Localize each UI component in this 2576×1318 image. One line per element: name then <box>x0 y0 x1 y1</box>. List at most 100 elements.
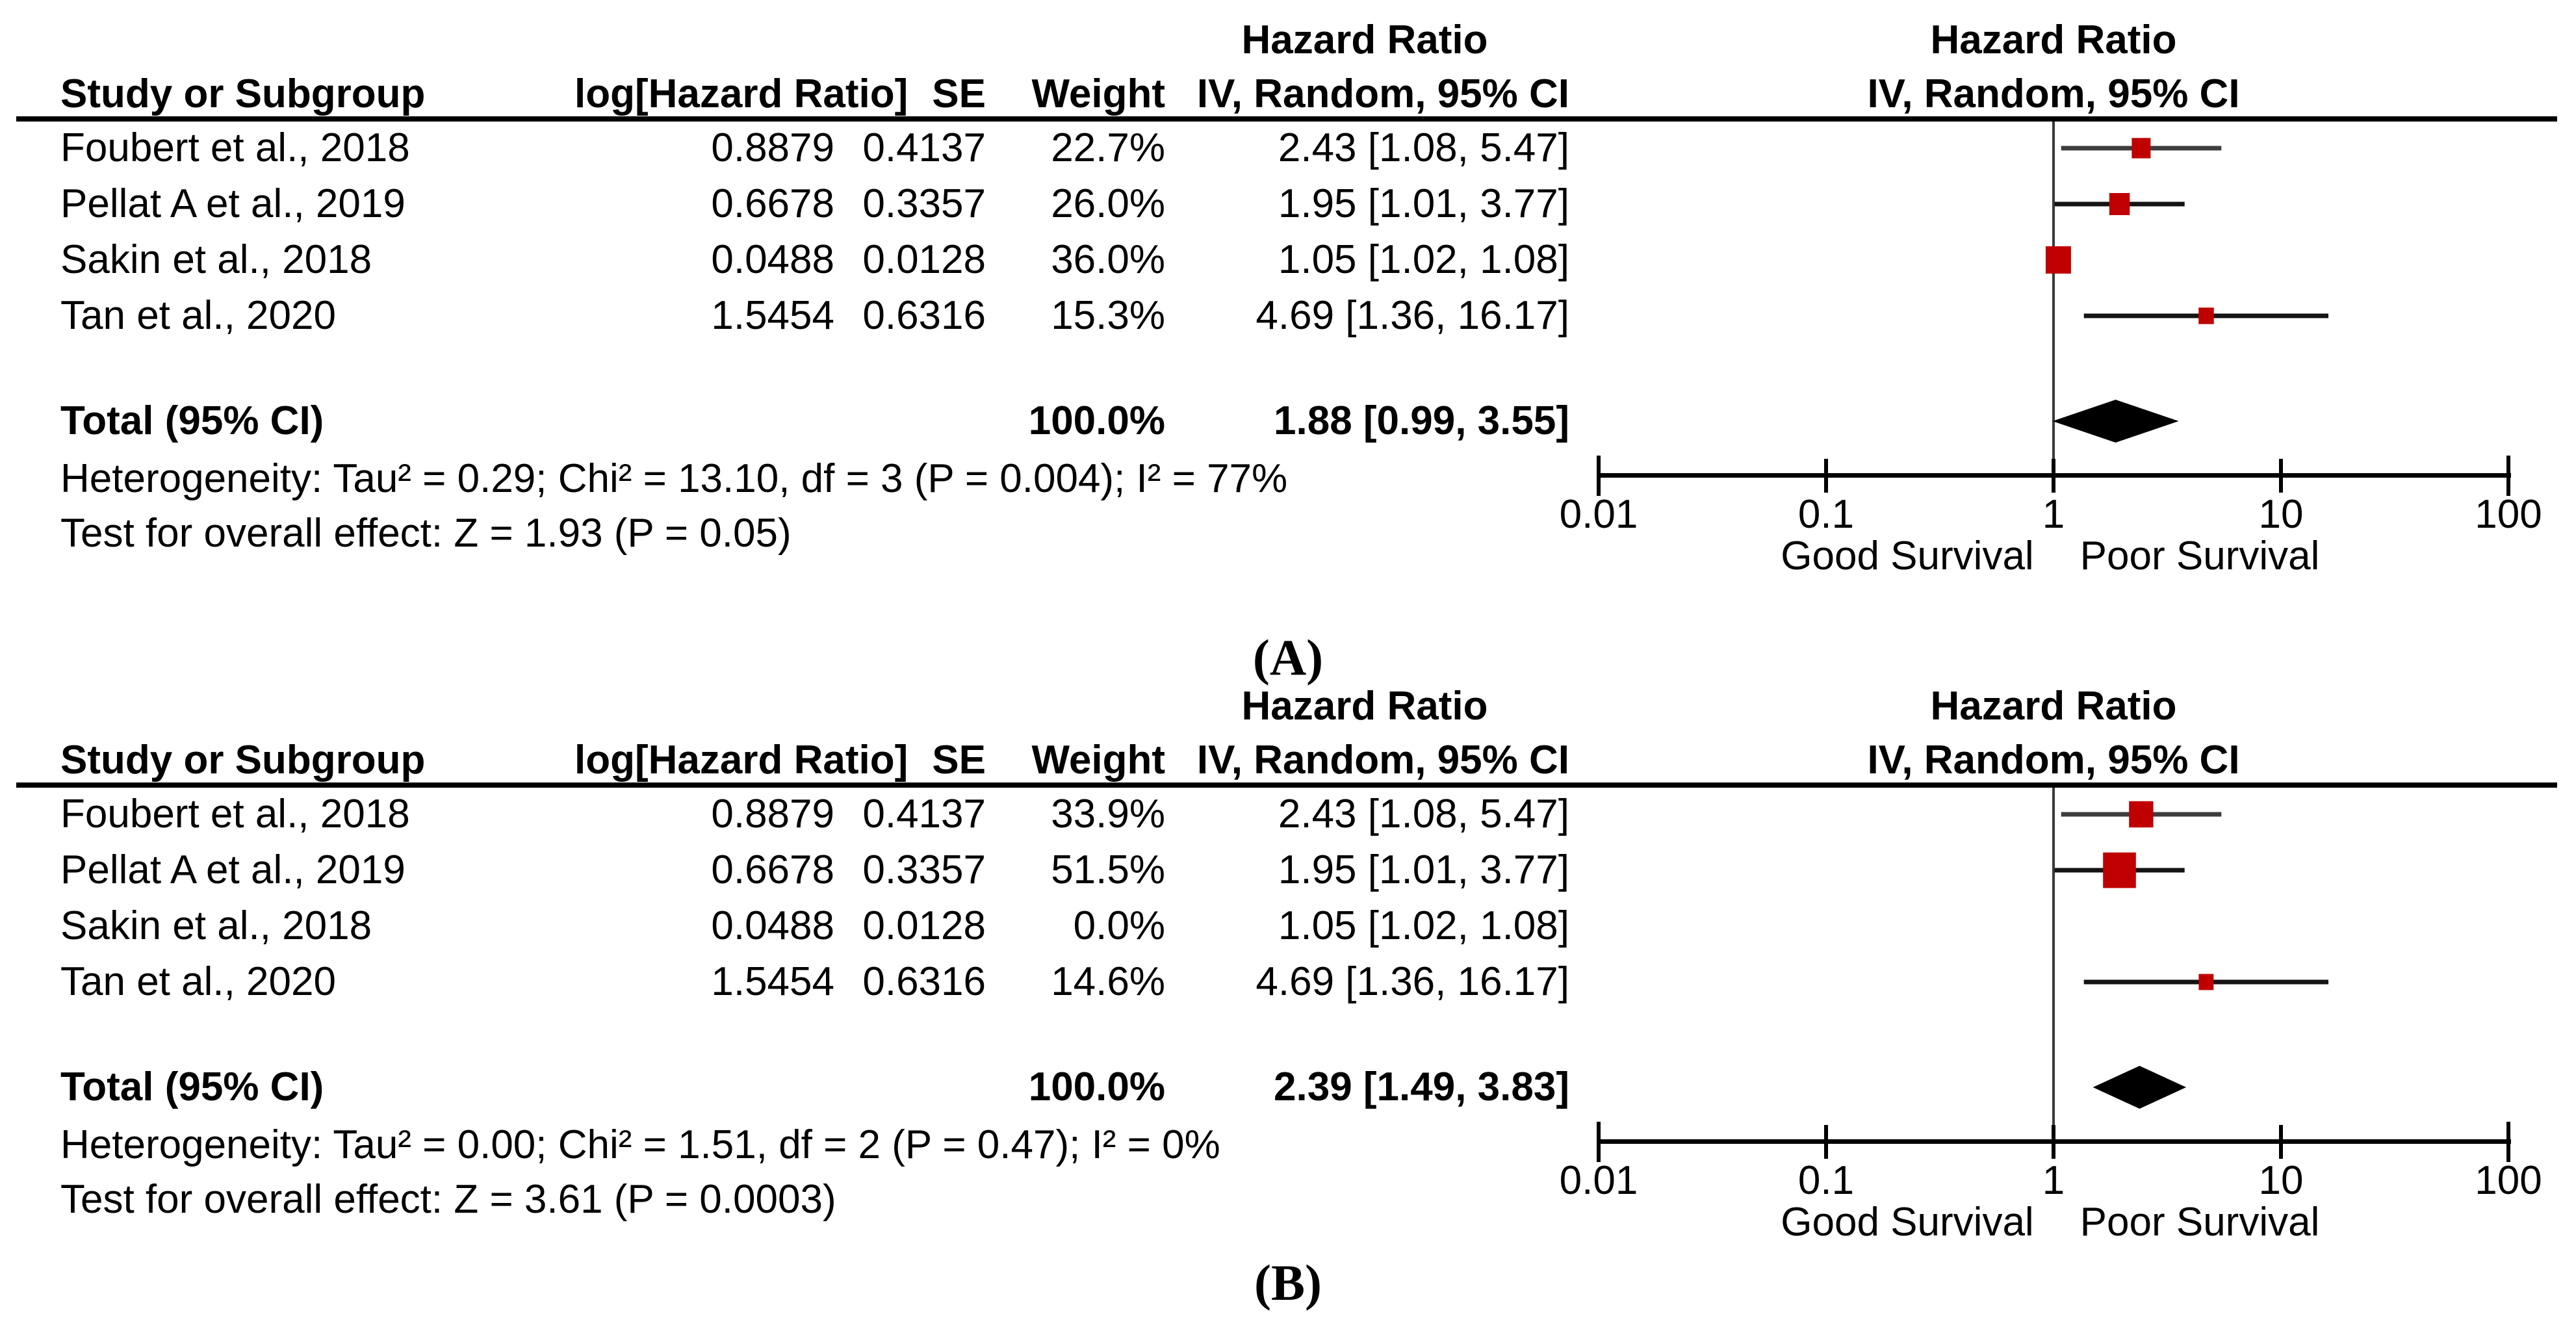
log-hr-column-header: log[Hazard Ratio] <box>574 71 908 116</box>
study-point-marker <box>2129 801 2154 828</box>
hr-ci-text: 1.95 [1.01, 3.77] <box>1278 181 1569 226</box>
weight-value: 36.0% <box>1051 237 1165 282</box>
study-point-marker <box>2198 974 2214 990</box>
log-hr-column-header: log[Hazard Ratio] <box>574 738 908 782</box>
weight-value: 15.3% <box>1051 293 1165 338</box>
axis-tick <box>2279 1125 2283 1159</box>
poor-survival-label: Poor Survival <box>2080 534 2320 578</box>
study-point-marker <box>2103 852 2136 888</box>
total-hr-ci: 2.39 [1.49, 3.83] <box>1274 1065 1569 1109</box>
weight-value: 26.0% <box>1051 181 1165 226</box>
weight-column-header: Weight <box>1031 738 1166 782</box>
log-hr-value: 0.0488 <box>711 903 834 948</box>
study-point-marker <box>2198 307 2214 324</box>
log-hr-value: 0.6678 <box>711 181 834 226</box>
weight-value: 22.7% <box>1051 125 1165 170</box>
hr-ci-text: 4.69 [1.36, 16.17] <box>1256 959 1569 1004</box>
good-survival-label: Good Survival <box>1781 534 2034 578</box>
study-column-header: Study or Subgroup <box>60 738 426 782</box>
study-name: Sakin et al., 2018 <box>60 237 372 282</box>
study-name: Foubert et al., 2018 <box>60 125 410 170</box>
axis-tick-label: 0.1 <box>1797 1158 1855 1203</box>
axis-tick <box>2279 459 2283 493</box>
axis-tick-label: 1 <box>2042 1158 2065 1203</box>
method-ci-plot-header: IV, Random, 95% CI <box>1867 71 2240 116</box>
axis-tick <box>2506 1122 2510 1162</box>
hr-ci-text: 1.95 [1.01, 3.77] <box>1278 847 1569 892</box>
total-diamond <box>2093 1066 2187 1109</box>
hazard-ratio-column-header: Hazard Ratio <box>1241 684 1488 729</box>
se-value: 0.4137 <box>862 125 986 170</box>
hr-ci-text: 2.43 [1.08, 5.47] <box>1278 125 1569 170</box>
se-value: 0.0128 <box>862 237 986 282</box>
log-hr-value: 0.8879 <box>711 792 834 836</box>
axis-tick <box>1597 1122 1601 1162</box>
study-name: Tan et al., 2020 <box>60 959 336 1004</box>
hr-ci-text: 1.05 [1.02, 1.08] <box>1278 237 1569 282</box>
study-name: Pellat A et al., 2019 <box>60 847 406 892</box>
se-value: 0.3357 <box>862 181 986 226</box>
log-hr-value: 0.6678 <box>711 847 834 892</box>
total-diamond <box>2052 400 2179 443</box>
forest-panel-a: Hazard Ratio Hazard Ratio Study or Subgr… <box>16 18 2557 578</box>
log-hr-value: 0.0488 <box>711 237 834 282</box>
se-value: 0.6316 <box>862 959 986 1004</box>
study-name: Tan et al., 2020 <box>60 293 336 338</box>
method-ci-column-header: IV, Random, 95% CI <box>1196 738 1569 782</box>
axis-tick <box>2052 459 2055 493</box>
se-column-header: SE <box>932 71 986 116</box>
header-rule <box>16 116 2557 122</box>
good-survival-label: Good Survival <box>1781 1200 2034 1245</box>
se-value: 0.0128 <box>862 903 986 948</box>
axis-tick <box>1597 456 1601 496</box>
hazard-ratio-plot-header: Hazard Ratio <box>1930 18 2177 62</box>
axis-tick <box>1824 459 1828 493</box>
weight-value: 33.9% <box>1051 792 1165 836</box>
panel-b-label: (B) <box>1254 1254 1322 1311</box>
weight-value: 51.5% <box>1051 847 1165 892</box>
axis-tick-label: 10 <box>2258 1158 2304 1203</box>
header-rule <box>16 782 2557 788</box>
log-hr-value: 0.8879 <box>711 125 834 170</box>
log-hr-value: 1.5454 <box>711 959 834 1004</box>
axis-tick-label: 1 <box>2042 492 2065 537</box>
study-name: Foubert et al., 2018 <box>60 792 410 836</box>
axis-tick <box>1824 1125 1828 1159</box>
hr-ci-text: 2.43 [1.08, 5.47] <box>1278 792 1569 836</box>
hr-ci-text: 1.05 [1.02, 1.08] <box>1278 903 1569 948</box>
hazard-ratio-column-header: Hazard Ratio <box>1241 18 1488 62</box>
total-weight: 100.0% <box>1028 1065 1165 1109</box>
total-label: Total (95% CI) <box>60 1065 324 1109</box>
se-value: 0.4137 <box>862 792 986 836</box>
log-hr-value: 1.5454 <box>711 293 834 338</box>
axis-tick-label: 0.01 <box>1559 492 1638 537</box>
overall-effect-text: Test for overall effect: Z = 1.93 (P = 0… <box>60 511 792 556</box>
null-effect-line <box>2052 122 2055 476</box>
method-ci-column-header: IV, Random, 95% CI <box>1196 71 1569 116</box>
heterogeneity-text: Heterogeneity: Tau² = 0.29; Chi² = 13.10… <box>60 456 1288 501</box>
total-label: Total (95% CI) <box>60 398 324 443</box>
null-effect-line <box>2052 788 2055 1143</box>
weight-column-header: Weight <box>1031 71 1166 116</box>
study-name: Sakin et al., 2018 <box>60 903 372 948</box>
axis-tick <box>2506 456 2510 496</box>
forest-panel-b: Hazard Ratio Hazard Ratio Study or Subgr… <box>0 666 2576 1318</box>
overall-effect-text: Test for overall effect: Z = 3.61 (P = 0… <box>60 1177 836 1222</box>
heterogeneity-text: Heterogeneity: Tau² = 0.00; Chi² = 1.51,… <box>60 1122 1220 1167</box>
weight-value: 14.6% <box>1051 959 1165 1004</box>
study-point-marker <box>2132 138 2151 159</box>
poor-survival-label: Poor Survival <box>2080 1200 2320 1245</box>
axis-tick-label: 100 <box>2475 492 2542 537</box>
se-column-header: SE <box>932 738 986 782</box>
total-hr-ci: 1.88 [0.99, 3.55] <box>1274 398 1569 443</box>
study-point-marker <box>2045 246 2071 274</box>
method-ci-plot-header: IV, Random, 95% CI <box>1867 738 2240 782</box>
study-name: Pellat A et al., 2019 <box>60 181 406 226</box>
study-point-marker <box>2109 193 2130 215</box>
panel-a-label: (A) <box>1252 629 1324 686</box>
axis-tick-label: 0.01 <box>1559 1158 1638 1203</box>
axis-tick <box>2052 1125 2055 1159</box>
study-column-header: Study or Subgroup <box>60 71 426 116</box>
total-weight: 100.0% <box>1028 398 1165 443</box>
